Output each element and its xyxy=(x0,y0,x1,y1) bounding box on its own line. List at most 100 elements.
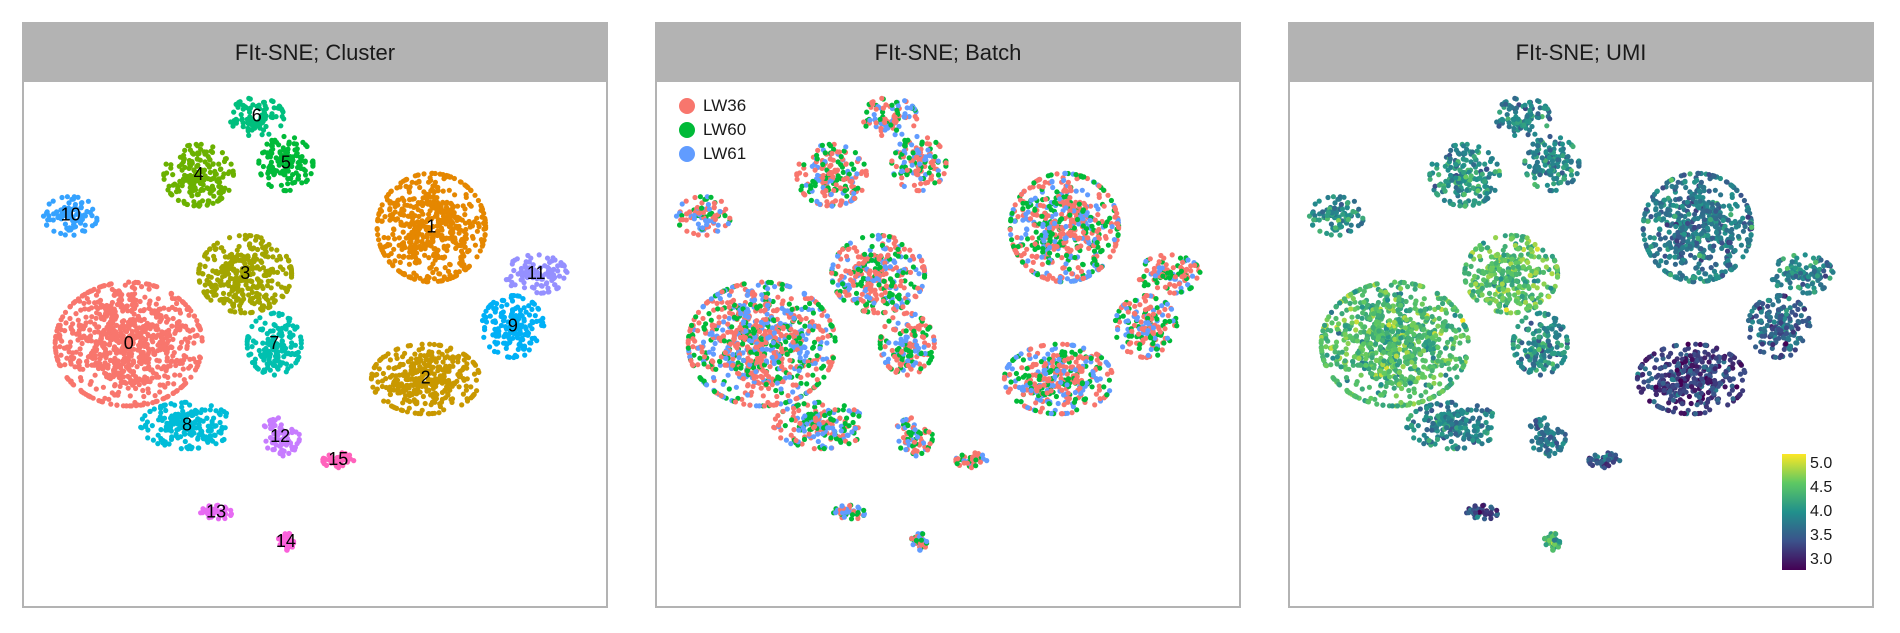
cell-point xyxy=(390,231,396,237)
cell-point xyxy=(820,335,826,341)
cell-point xyxy=(446,366,452,372)
cell-point xyxy=(400,407,406,414)
cell-point xyxy=(173,362,179,369)
cell-point xyxy=(50,198,56,204)
cell-point xyxy=(89,213,95,219)
panel-title: FIt-SNE; Cluster xyxy=(234,40,396,65)
cell-point xyxy=(1073,359,1079,365)
cell-point xyxy=(285,537,291,543)
cell-point xyxy=(254,365,260,371)
cell-point xyxy=(95,329,101,335)
cell-point xyxy=(1033,400,1039,406)
cell-point xyxy=(460,391,466,397)
cell-point xyxy=(1028,197,1035,203)
cell-point xyxy=(1074,274,1080,280)
cell-point xyxy=(388,188,394,194)
cell-point xyxy=(1076,221,1082,227)
cell-point xyxy=(178,434,184,440)
cell-point xyxy=(387,200,393,206)
cell-point xyxy=(253,293,259,299)
cell-point xyxy=(499,311,505,317)
cell-point xyxy=(96,324,102,330)
cell-point xyxy=(213,408,219,414)
cell-point xyxy=(1063,188,1070,194)
cell-point xyxy=(155,441,161,447)
cell-point xyxy=(1003,384,1009,390)
cell-point xyxy=(434,208,440,214)
cell-point xyxy=(146,286,152,292)
cell-point xyxy=(1089,223,1095,229)
cell-point xyxy=(1032,241,1038,247)
cell-point xyxy=(428,392,434,398)
cell-point xyxy=(445,391,451,397)
cell-point xyxy=(302,168,308,174)
cell-point xyxy=(463,236,469,242)
cell-point xyxy=(817,345,823,351)
cell-point xyxy=(825,333,831,339)
cell-point xyxy=(1039,261,1045,267)
cell-point xyxy=(256,158,262,164)
cell-point xyxy=(269,111,275,117)
cell-point xyxy=(268,246,274,252)
cell-point xyxy=(95,288,101,294)
cell-point xyxy=(276,162,282,168)
cell-point xyxy=(73,349,79,355)
cell-point xyxy=(131,311,137,317)
cell-point xyxy=(776,359,782,365)
cell-point xyxy=(801,290,807,296)
cell-point xyxy=(765,302,771,308)
cell-point xyxy=(187,161,193,168)
cell-point xyxy=(236,243,242,250)
cell-point xyxy=(1064,198,1070,204)
cell-point xyxy=(419,238,425,245)
cell-point xyxy=(447,261,453,267)
cell-point xyxy=(753,344,759,350)
cell-point xyxy=(58,212,64,219)
cell-point xyxy=(716,335,722,341)
cell-point xyxy=(222,510,228,516)
cell-point xyxy=(186,365,192,371)
cell-point xyxy=(419,341,425,347)
cell-point xyxy=(750,326,756,332)
cell-point xyxy=(487,344,493,350)
cell-point xyxy=(158,427,164,433)
cell-point xyxy=(430,261,436,267)
cell-point xyxy=(469,223,475,229)
cell-point xyxy=(279,338,285,344)
cell-point xyxy=(419,345,425,351)
cell-point xyxy=(1025,258,1031,264)
cell-point xyxy=(408,238,414,244)
cell-point xyxy=(230,123,236,129)
cell-point xyxy=(1080,261,1086,267)
cell-point xyxy=(1079,187,1085,193)
cell-point xyxy=(412,378,418,384)
cell-point xyxy=(142,422,149,428)
cell-point xyxy=(107,376,113,382)
cell-point xyxy=(60,314,66,320)
cell-point xyxy=(1050,184,1056,191)
cell-point xyxy=(390,211,396,217)
cell-point xyxy=(730,351,736,358)
cell-point xyxy=(1098,355,1105,361)
cell-point xyxy=(199,407,205,413)
cell-point xyxy=(476,224,482,230)
cell-point xyxy=(204,185,210,191)
cell-point xyxy=(510,258,516,264)
cell-point xyxy=(90,355,96,361)
cell-point xyxy=(72,201,78,208)
cell-point xyxy=(263,438,269,444)
cell-point xyxy=(1024,365,1030,372)
cell-point xyxy=(378,243,384,250)
cell-point xyxy=(1087,272,1093,279)
cell-point xyxy=(275,352,281,358)
cell-point xyxy=(168,436,175,442)
cell-point xyxy=(62,221,68,227)
cell-point xyxy=(107,357,114,364)
cell-point xyxy=(710,351,717,357)
cell-point xyxy=(252,356,258,362)
cell-point xyxy=(699,344,705,350)
cluster-label: 12 xyxy=(270,426,290,446)
cell-point xyxy=(757,329,763,335)
cell-point xyxy=(152,393,158,399)
